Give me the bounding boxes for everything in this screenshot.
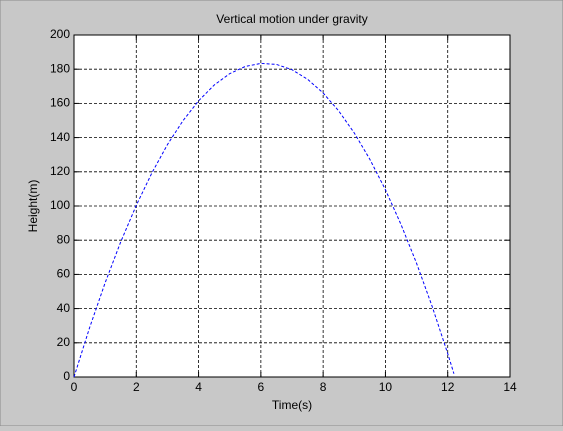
y-axis-label: Height(m): [26, 180, 40, 233]
axes-frame: [73, 34, 511, 378]
y-tick-label: 140: [50, 130, 70, 144]
y-tick-label: 120: [50, 164, 70, 178]
y-tick-label: 0: [63, 369, 70, 383]
y-tick-label: 40: [57, 301, 71, 315]
chart-title: Vertical motion under gravity: [216, 12, 367, 26]
y-tick-label: 180: [50, 61, 70, 75]
y-tick-label: 100: [50, 198, 70, 212]
y-tick-label: 80: [57, 232, 71, 246]
y-tick-label: 20: [57, 335, 71, 349]
x-axis-label: Time(s): [272, 398, 312, 412]
x-tick-label: 14: [503, 380, 517, 394]
x-tick-label: 8: [320, 380, 327, 394]
y-tick-label: 60: [57, 267, 71, 281]
data-line: [73, 62, 455, 378]
y-tick-label: 200: [50, 27, 70, 41]
x-tick-label: 6: [258, 380, 265, 394]
x-tick-label: 4: [195, 380, 202, 394]
y-tick-label: 160: [50, 96, 70, 110]
x-tick-label: 10: [379, 380, 393, 394]
x-tick-label: 0: [71, 380, 78, 394]
x-tick-label: 2: [133, 380, 140, 394]
x-tick-label: 12: [441, 380, 455, 394]
